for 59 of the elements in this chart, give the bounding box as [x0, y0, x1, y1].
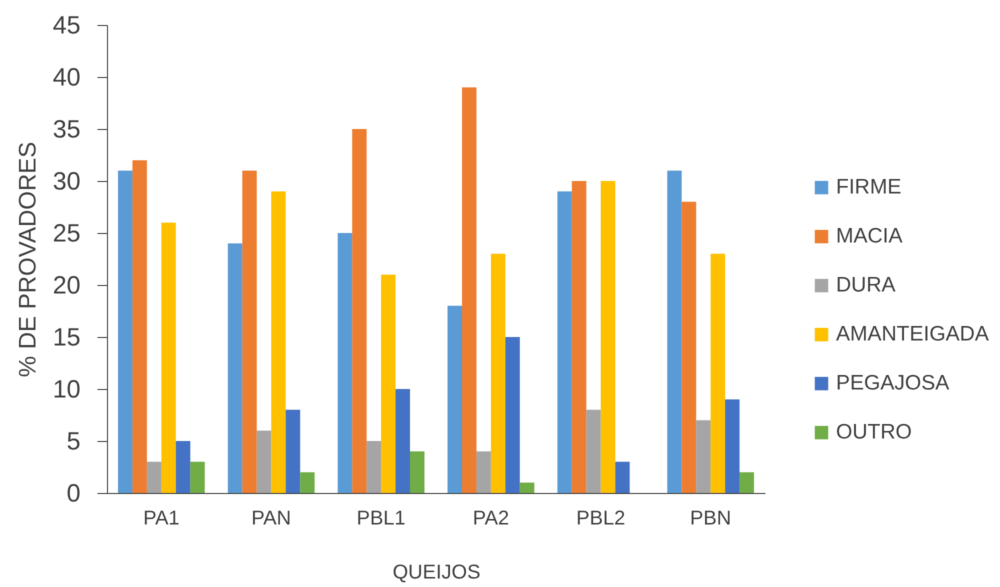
x-tick-label: PAN [251, 508, 292, 530]
bar [381, 274, 396, 493]
y-axis-title: % DE PROVADORES [14, 142, 42, 378]
bar [338, 233, 352, 493]
y-tick-label: 45 [52, 12, 80, 40]
bar [740, 472, 754, 493]
bar [228, 243, 242, 493]
bar [725, 399, 740, 493]
bar [490, 254, 506, 493]
bar [586, 410, 601, 493]
bar [396, 389, 410, 493]
bar [615, 462, 630, 493]
bar [557, 191, 572, 493]
bar [146, 462, 162, 493]
bar [271, 191, 286, 493]
x-tick-label: PBL1 [356, 508, 406, 530]
bar [572, 181, 586, 493]
bar [132, 160, 147, 493]
bar [242, 170, 257, 493]
x-tick-label: PA2 [472, 508, 510, 530]
y-tick-label: 10 [52, 376, 80, 404]
bar [366, 441, 382, 493]
bar [286, 410, 300, 493]
x-tick-label: PBL2 [576, 508, 626, 530]
bar [462, 87, 476, 493]
y-tick-label: 20 [52, 272, 80, 300]
x-axis-title: QUEIJOS [392, 562, 480, 584]
legend-label: PEGAJOSA [836, 372, 950, 395]
bar [256, 430, 272, 493]
bar [710, 254, 726, 493]
y-tick-label: 40 [52, 64, 80, 92]
x-tick-label: PBN [690, 508, 732, 530]
legend-label: FIRME [836, 176, 902, 199]
x-tick-label: PA1 [143, 508, 180, 530]
y-tick-label: 25 [52, 220, 80, 248]
bar [118, 170, 132, 493]
bar [300, 472, 315, 493]
bar [505, 337, 520, 493]
y-tick-label: 30 [52, 168, 80, 196]
legend-label: DURA [836, 274, 896, 297]
bar [352, 129, 367, 493]
y-tick-label: 5 [66, 428, 80, 456]
bar [190, 462, 205, 493]
y-tick-label: 15 [52, 324, 80, 352]
y-tick-label: 35 [52, 116, 80, 144]
bar [682, 202, 696, 493]
bar [161, 222, 176, 493]
bar [667, 170, 682, 493]
bar [410, 451, 424, 493]
bar [696, 420, 711, 493]
y-tick-label: 0 [66, 480, 80, 508]
legend-label: OUTRO [836, 420, 912, 444]
bar [448, 306, 462, 493]
bar [600, 181, 616, 493]
legend-label: AMANTEIGADA [836, 322, 989, 346]
bar [476, 451, 491, 493]
legend-label: MACIA [836, 224, 903, 248]
bar [176, 441, 190, 493]
bar [520, 482, 534, 493]
